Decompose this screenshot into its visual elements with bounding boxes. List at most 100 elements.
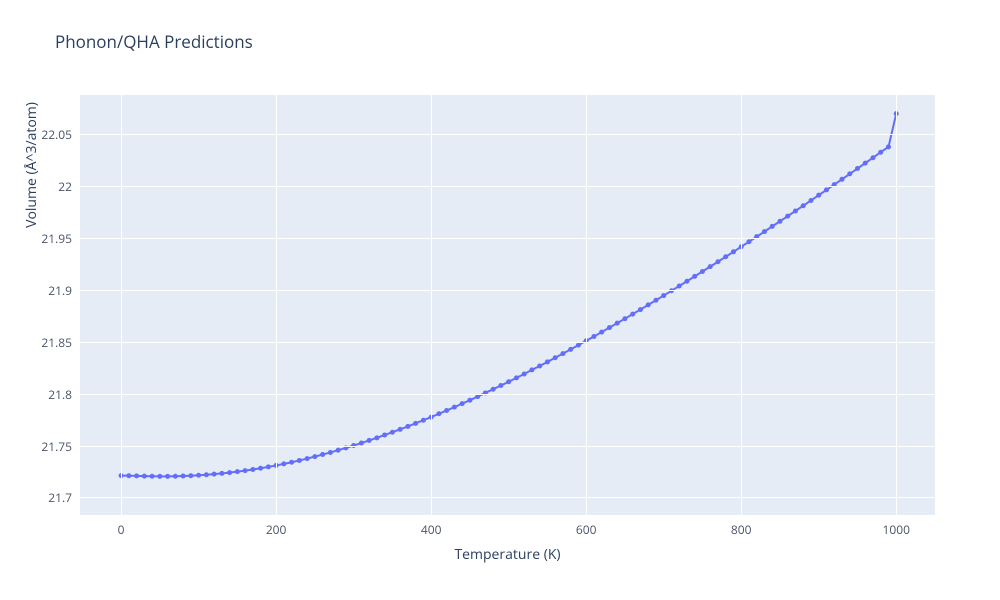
data-point[interactable] <box>723 254 728 259</box>
data-point[interactable] <box>855 166 860 171</box>
data-point[interactable] <box>553 355 558 360</box>
data-point[interactable] <box>607 325 612 330</box>
data-point[interactable] <box>793 208 798 213</box>
data-point[interactable] <box>436 411 441 416</box>
data-point[interactable] <box>777 219 782 224</box>
data-point[interactable] <box>599 330 604 335</box>
data-point[interactable] <box>452 405 457 410</box>
y-tick-label: 21.7 <box>48 489 72 506</box>
data-point[interactable] <box>700 269 705 274</box>
data-point[interactable] <box>591 334 596 339</box>
x-gridline <box>431 95 432 515</box>
data-point[interactable] <box>863 161 868 166</box>
data-point[interactable] <box>219 471 224 476</box>
x-gridline <box>896 95 897 515</box>
data-point[interactable] <box>142 474 147 479</box>
data-point[interactable] <box>615 321 620 326</box>
data-point[interactable] <box>847 171 852 176</box>
data-point[interactable] <box>126 473 131 478</box>
data-point[interactable] <box>731 249 736 254</box>
data-point[interactable] <box>630 312 635 317</box>
data-point[interactable] <box>839 177 844 182</box>
data-point[interactable] <box>243 468 248 473</box>
data-point[interactable] <box>506 379 511 384</box>
data-point[interactable] <box>328 450 333 455</box>
data-point[interactable] <box>157 474 162 479</box>
data-point[interactable] <box>708 264 713 269</box>
data-point[interactable] <box>801 203 806 208</box>
data-point[interactable] <box>762 229 767 234</box>
data-point[interactable] <box>886 144 891 149</box>
data-point[interactable] <box>646 302 651 307</box>
y-tick-label: 21.9 <box>48 282 72 299</box>
data-point[interactable] <box>312 454 317 459</box>
data-point[interactable] <box>413 421 418 426</box>
y-gridline <box>80 186 935 187</box>
data-point[interactable] <box>398 427 403 432</box>
data-point[interactable] <box>305 456 310 461</box>
data-point[interactable] <box>258 466 263 471</box>
data-point[interactable] <box>878 150 883 155</box>
data-point[interactable] <box>560 351 565 356</box>
data-point[interactable] <box>204 472 209 477</box>
data-point[interactable] <box>816 193 821 198</box>
data-point[interactable] <box>460 401 465 406</box>
data-point[interactable] <box>498 383 503 388</box>
data-point[interactable] <box>281 461 286 466</box>
data-point[interactable] <box>770 224 775 229</box>
data-point[interactable] <box>746 239 751 244</box>
data-point[interactable] <box>491 387 496 392</box>
data-point[interactable] <box>514 375 519 380</box>
data-point[interactable] <box>576 343 581 348</box>
data-point[interactable] <box>165 474 170 479</box>
data-point[interactable] <box>638 307 643 312</box>
data-point[interactable] <box>467 398 472 403</box>
data-point[interactable] <box>715 259 720 264</box>
data-point[interactable] <box>235 469 240 474</box>
data-point[interactable] <box>336 448 341 453</box>
x-tick-label: 200 <box>266 521 287 538</box>
data-series <box>0 0 1000 600</box>
data-point[interactable] <box>444 408 449 413</box>
data-point[interactable] <box>374 435 379 440</box>
data-point[interactable] <box>824 187 829 192</box>
y-gridline <box>80 342 935 343</box>
data-point[interactable] <box>808 198 813 203</box>
data-point[interactable] <box>692 274 697 279</box>
data-point[interactable] <box>212 472 217 477</box>
data-point[interactable] <box>188 473 193 478</box>
data-point[interactable] <box>537 363 542 368</box>
data-point[interactable] <box>421 418 426 423</box>
data-point[interactable] <box>677 284 682 289</box>
data-point[interactable] <box>320 452 325 457</box>
data-point[interactable] <box>173 474 178 479</box>
data-point[interactable] <box>150 474 155 479</box>
data-point[interactable] <box>382 433 387 438</box>
data-point[interactable] <box>661 293 666 298</box>
data-point[interactable] <box>250 467 255 472</box>
data-point[interactable] <box>568 347 573 352</box>
data-point[interactable] <box>227 470 232 475</box>
data-point[interactable] <box>367 438 372 443</box>
data-point[interactable] <box>196 473 201 478</box>
y-gridline <box>80 238 935 239</box>
x-tick-label: 600 <box>576 521 597 538</box>
data-point[interactable] <box>684 279 689 284</box>
data-point[interactable] <box>653 298 658 303</box>
data-point[interactable] <box>522 371 527 376</box>
data-point[interactable] <box>529 367 534 372</box>
data-point[interactable] <box>622 316 627 321</box>
data-point[interactable] <box>266 464 271 469</box>
data-point[interactable] <box>785 214 790 219</box>
data-point[interactable] <box>870 155 875 160</box>
data-point[interactable] <box>289 460 294 465</box>
data-point[interactable] <box>297 458 302 463</box>
y-tick-label: 21.8 <box>48 386 72 403</box>
series-line <box>121 114 896 477</box>
data-point[interactable] <box>545 359 550 364</box>
data-point[interactable] <box>405 424 410 429</box>
data-point[interactable] <box>475 394 480 399</box>
data-point[interactable] <box>134 473 139 478</box>
data-point[interactable] <box>390 430 395 435</box>
data-point[interactable] <box>181 474 186 479</box>
